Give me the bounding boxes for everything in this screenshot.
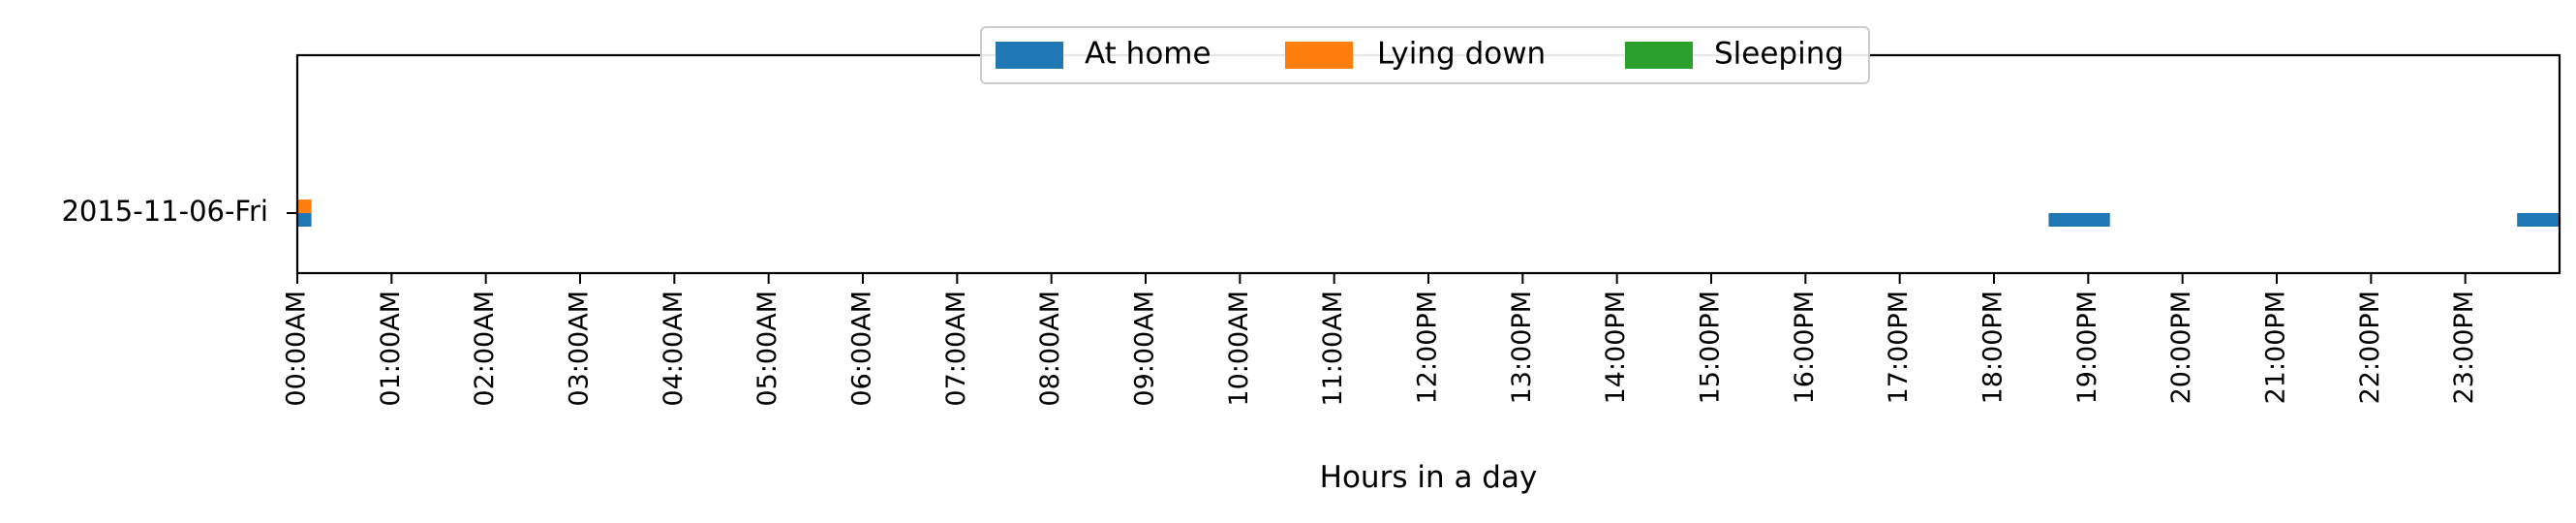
legend-swatch-lying-down — [1285, 42, 1353, 69]
x-tick-label-1: 01:00AM — [376, 291, 406, 407]
legend-label-at-home: At home — [1085, 37, 1211, 72]
x-tick-label-10: 10:00AM — [1224, 291, 1254, 407]
x-tick-label-21: 21:00PM — [2261, 291, 2291, 404]
x-tick-label-6: 06:00AM — [847, 291, 877, 407]
legend-label-lying-down: Lying down — [1377, 37, 1546, 72]
x-tick-label-23: 23:00PM — [2449, 291, 2479, 404]
at-home-bar-2 — [2517, 213, 2560, 227]
x-tick-label-11: 11:00AM — [1318, 291, 1348, 407]
plot-frame — [295, 53, 2561, 275]
x-tick-label-3: 03:00AM — [565, 291, 595, 407]
x-tick-label-9: 09:00AM — [1130, 291, 1160, 407]
bars-layer — [297, 200, 2560, 227]
x-tick-label-14: 14:00PM — [1601, 291, 1631, 404]
at-home-bar-0 — [297, 213, 312, 227]
x-tick-label-18: 18:00PM — [1978, 291, 2009, 404]
legend-swatch-at-home — [996, 42, 1063, 69]
x-tick-label-15: 15:00PM — [1696, 291, 1726, 404]
legend-swatch-sleeping — [1625, 42, 1693, 69]
legend: At home Lying down Sleeping — [980, 26, 1870, 84]
x-tick-label-8: 08:00AM — [1035, 291, 1065, 407]
x-tick-label-13: 13:00PM — [1507, 291, 1537, 404]
x-tick-label-20: 20:00PM — [2166, 291, 2196, 404]
x-axis: 00:00AM 01:00AM 02:00AM 03:00AM 04:00AM 05:00… — [282, 273, 2479, 407]
y-axis: 2015-11-06-Fri — [61, 195, 297, 228]
x-tick-label-12: 12:00PM — [1413, 291, 1443, 404]
x-tick-label-5: 05:00AM — [752, 291, 782, 407]
x-tick-label-2: 02:00AM — [470, 291, 500, 407]
y-tick-label-0: 2015-11-06-Fri — [61, 195, 268, 228]
x-axis-label: Hours in a day — [1320, 460, 1538, 495]
lying-down-bar-0 — [297, 200, 312, 213]
x-tick-label-16: 16:00PM — [1790, 291, 1820, 404]
x-tick-label-22: 22:00PM — [2355, 291, 2385, 404]
x-tick-label-7: 07:00AM — [941, 291, 971, 407]
x-tick-label-17: 17:00PM — [1884, 291, 1914, 404]
x-tick-label-4: 04:00AM — [659, 291, 689, 407]
legend-box — [980, 26, 1870, 84]
x-tick-label-19: 19:00PM — [2072, 291, 2102, 404]
at-home-bar-1 — [2048, 213, 2110, 227]
legend-label-sleeping: Sleeping — [1714, 37, 1844, 72]
x-tick-label-0: 00:00AM — [282, 291, 312, 407]
